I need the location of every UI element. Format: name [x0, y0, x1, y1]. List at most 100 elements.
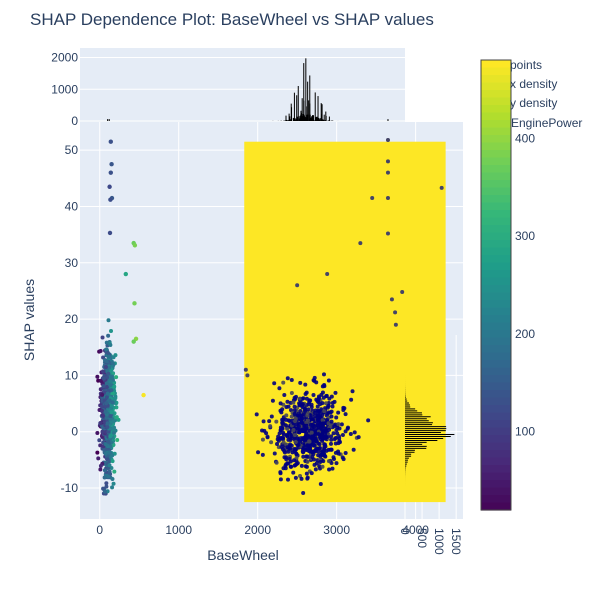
legend[interactable]: points x density y density — [510, 58, 557, 110]
scatter-point — [307, 439, 312, 444]
scatter-point — [348, 431, 353, 436]
scatter-point — [335, 431, 340, 436]
scatter-point — [291, 427, 296, 432]
colorbar-segment — [481, 345, 511, 354]
colorbar-segment — [481, 292, 511, 301]
scatter-point — [104, 359, 109, 364]
scatter-point — [260, 437, 265, 442]
scatter-point — [282, 455, 287, 460]
colorbar-segment — [481, 502, 511, 511]
outlier-point — [385, 138, 390, 143]
scatter-point — [110, 361, 115, 366]
scatter-point — [321, 459, 326, 464]
scatter-point — [301, 490, 306, 495]
scatter-point — [317, 409, 322, 414]
scatter-point — [336, 422, 341, 427]
scatter-point — [104, 340, 109, 345]
scatter-point — [356, 435, 361, 440]
scatter-point — [285, 399, 290, 404]
colorbar-segment — [481, 390, 511, 399]
y-density-tick-label: 1500 — [449, 528, 463, 555]
scatter-point — [333, 435, 338, 440]
legend-entry: y density — [510, 96, 557, 110]
x-tick-label: 3000 — [323, 523, 350, 537]
scatter-point — [291, 400, 296, 405]
scatter-point — [306, 407, 311, 412]
scatter-point — [274, 419, 279, 424]
scatter-point — [115, 437, 120, 442]
scatter-point — [299, 476, 304, 481]
scatter-point — [297, 403, 302, 408]
colorbar-segment — [481, 427, 511, 436]
scatter-point — [318, 437, 323, 442]
scatter-point — [293, 462, 298, 467]
scatter-point — [260, 428, 265, 433]
scatter-point — [294, 451, 299, 456]
scatter-point — [296, 411, 301, 416]
colorbar-segment — [481, 300, 511, 309]
scatter-point — [111, 419, 116, 424]
outlier-point — [108, 197, 113, 202]
scatter-point — [267, 419, 272, 424]
scatter-point — [308, 449, 313, 454]
colorbar-segment — [481, 127, 511, 136]
colorbar-segment — [481, 112, 511, 121]
scatter-point — [292, 446, 297, 451]
scatter-point — [329, 394, 334, 399]
scatter-point — [336, 410, 341, 415]
scatter-point — [286, 437, 291, 442]
scatter-point — [299, 420, 304, 425]
outlier-point — [385, 170, 390, 175]
scatter-point — [336, 451, 341, 456]
scatter-point — [320, 384, 325, 389]
scatter-point — [105, 391, 110, 396]
scatter-point — [283, 466, 288, 471]
x-tick-label: 2000 — [244, 523, 271, 537]
scatter-point — [305, 459, 310, 464]
scatter-point — [288, 459, 293, 464]
colorbar-segment — [481, 337, 511, 346]
scatter-point — [331, 456, 336, 461]
scatter-point — [104, 401, 109, 406]
colorbar-segment — [481, 315, 511, 324]
scatter-point — [103, 365, 108, 370]
scatter-point — [272, 451, 277, 456]
colorbar-segment — [481, 195, 511, 204]
scatter-point — [281, 380, 286, 385]
colorbar-segment — [481, 405, 511, 414]
scatter-point — [282, 450, 287, 455]
scatter-point — [303, 406, 308, 411]
scatter-point — [277, 386, 282, 391]
scatter-point — [296, 437, 301, 442]
colorbar-segment — [481, 202, 511, 211]
colorbar-segment — [481, 330, 511, 339]
scatter-point — [307, 445, 312, 450]
scatter-point — [106, 474, 111, 479]
scatter-point — [284, 405, 289, 410]
outlier-point — [107, 230, 113, 236]
x-axis-label: BaseWheel — [207, 547, 279, 563]
scatter-point — [292, 395, 297, 400]
colorbar-segment — [481, 495, 511, 504]
legend-entry: points — [510, 58, 542, 72]
scatter-point — [109, 374, 114, 379]
scatter-point — [104, 347, 109, 352]
colorbar-segment — [481, 420, 511, 429]
scatter-point — [311, 439, 316, 444]
scatter-point — [106, 318, 111, 323]
scatter-point — [329, 434, 334, 439]
scatter-point — [101, 413, 106, 418]
scatter-point — [312, 375, 317, 380]
scatter-point — [343, 429, 348, 434]
scatter-point — [105, 424, 110, 429]
scatter-point — [334, 461, 339, 466]
scatter-point — [328, 410, 333, 415]
outlier-point — [385, 231, 390, 236]
colorbar-segment — [481, 120, 511, 129]
colorbar-border — [480, 59, 512, 511]
scatter-point — [102, 489, 107, 494]
scatter-point — [96, 456, 101, 461]
scatter-point — [308, 398, 313, 403]
outlier-point — [439, 185, 444, 190]
